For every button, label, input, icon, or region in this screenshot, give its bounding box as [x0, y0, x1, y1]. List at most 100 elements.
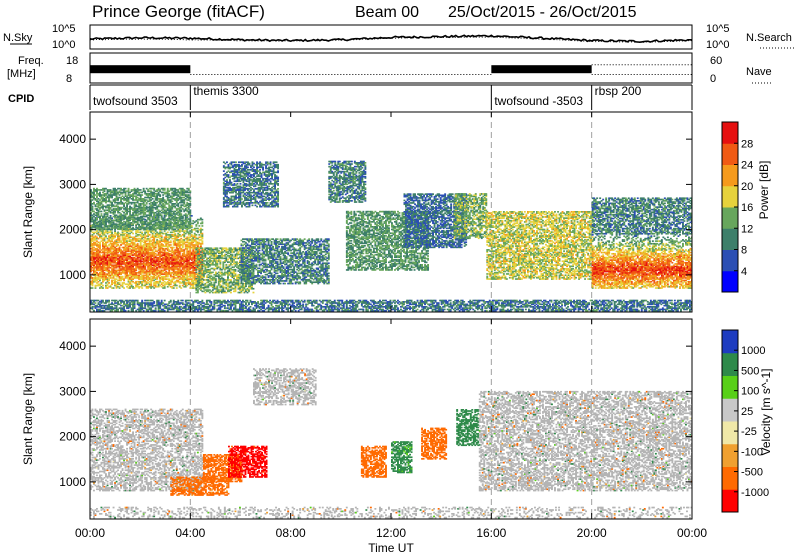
- heatmap-cell: [106, 283, 109, 286]
- heatmap-cell: [133, 268, 136, 270]
- heatmap-cell: [150, 270, 153, 273]
- heatmap-cell: [150, 230, 153, 232]
- heatmap-cell: [153, 251, 156, 254]
- heatmap-cell: [94, 236, 97, 239]
- heatmap-cell: [124, 269, 127, 272]
- heatmap-cell: [147, 256, 150, 259]
- heatmap-cell: [157, 241, 160, 244]
- heatmap-cell: [108, 279, 111, 282]
- heatmap-cell: [156, 260, 159, 263]
- heatmap-cell: [136, 240, 139, 242]
- heatmap-cell: [148, 246, 151, 249]
- heatmap-cell: [133, 245, 136, 248]
- heatmap-cell: [106, 230, 109, 232]
- heatmap-cell: [106, 265, 109, 268]
- heatmap-cell: [154, 265, 157, 268]
- heatmap-cell: [99, 230, 101, 232]
- heatmap-cell: [150, 246, 153, 249]
- heatmap-cell: [127, 278, 130, 280]
- heatmap-cell: [100, 256, 103, 259]
- heatmap-cell: [111, 259, 114, 261]
- heatmap-cell: [123, 232, 126, 235]
- nave-label: Nave: [746, 66, 772, 78]
- heatmap-cell: [132, 254, 135, 256]
- heatmap-cell: [102, 245, 104, 248]
- heatmap-cell: [150, 236, 153, 239]
- heatmap-cell: [147, 235, 150, 237]
- heatmap-cell: [154, 284, 157, 287]
- heatmap-cell: [145, 253, 148, 255]
- heatmap-cell: [130, 285, 133, 288]
- heatmap-cell: [126, 283, 129, 286]
- heatmap-cell: [91, 266, 94, 269]
- heatmap-cell: [124, 266, 127, 269]
- heatmap-cell: [126, 234, 129, 236]
- heatmap-cell: [99, 287, 101, 289]
- freq-label: Freq.: [18, 55, 44, 67]
- heatmap-cell: [135, 232, 138, 235]
- heatmap-cell: [133, 236, 136, 239]
- heatmap-cell: [139, 235, 142, 237]
- heatmap-cell: [151, 260, 154, 263]
- heatmap-cell: [106, 251, 109, 254]
- heatmap-cell: [100, 273, 103, 275]
- heatmap-cell: [166, 231, 169, 234]
- heatmap-cell: [133, 275, 136, 278]
- heatmap-cell: [127, 236, 130, 239]
- heatmap-cell: [100, 215, 103, 217]
- heatmap-cell: [120, 250, 123, 253]
- heatmap-cell: [148, 230, 151, 232]
- heatmap-cell: [99, 273, 101, 275]
- heatmap-cell: [150, 261, 153, 264]
- heatmap-cell: [219, 260, 222, 262]
- heatmap-cell: [132, 274, 135, 277]
- heatmap-cell: [147, 263, 150, 265]
- heatmap-cell: [130, 275, 133, 278]
- heatmap-cell: [138, 253, 141, 255]
- heatmap-cell: [99, 254, 101, 256]
- heatmap-cell: [153, 258, 156, 260]
- heatmap-cell: [127, 228, 130, 231]
- heatmap-cell: [114, 273, 117, 275]
- heatmap-cell: [151, 253, 154, 255]
- heatmap-cell: [153, 246, 156, 249]
- heatmap-cell: [157, 283, 160, 286]
- heatmap-cell: [94, 251, 97, 254]
- heatmap-cell: [124, 283, 127, 286]
- heatmap-cell: [157, 280, 160, 283]
- heatmap-cell: [93, 246, 95, 249]
- heatmap-cell: [133, 244, 136, 246]
- heatmap-cell: [102, 268, 104, 270]
- heatmap-cell: [108, 264, 111, 267]
- heatmap-cell: [108, 258, 111, 260]
- heatmap-cell: [157, 284, 160, 287]
- heatmap-cell: [138, 278, 141, 280]
- heatmap-cell: [106, 256, 109, 259]
- heatmap-cell: [151, 270, 154, 273]
- heatmap-cell: [91, 235, 94, 237]
- heatmap-cell: [145, 251, 148, 254]
- heatmap-cell: [108, 240, 111, 242]
- heatmap-cell: [91, 246, 94, 249]
- heatmap-cell: [144, 268, 147, 270]
- heatmap-cell: [118, 287, 121, 289]
- heatmap-cell: [153, 241, 156, 244]
- heatmap-cell: [106, 287, 109, 289]
- heatmap-cell: [144, 263, 147, 265]
- heatmap-cell: [147, 247, 150, 250]
- heatmap-cell: [115, 259, 118, 261]
- heatmap-cell: [141, 280, 144, 283]
- heatmap-cell: [124, 221, 127, 223]
- heatmap-cell: [130, 242, 133, 245]
- heatmap-cell: [123, 268, 126, 270]
- heatmap-cell: [142, 255, 145, 258]
- heatmap-cell: [157, 242, 160, 245]
- heatmap-cell: [124, 244, 127, 246]
- heatmap-cell: [121, 260, 124, 263]
- heatmap-cell: [124, 264, 127, 267]
- heatmap-cell: [108, 250, 111, 253]
- heatmap-cell: [151, 269, 154, 272]
- heatmap-cell: [154, 245, 157, 248]
- heatmap-cell: [117, 239, 120, 241]
